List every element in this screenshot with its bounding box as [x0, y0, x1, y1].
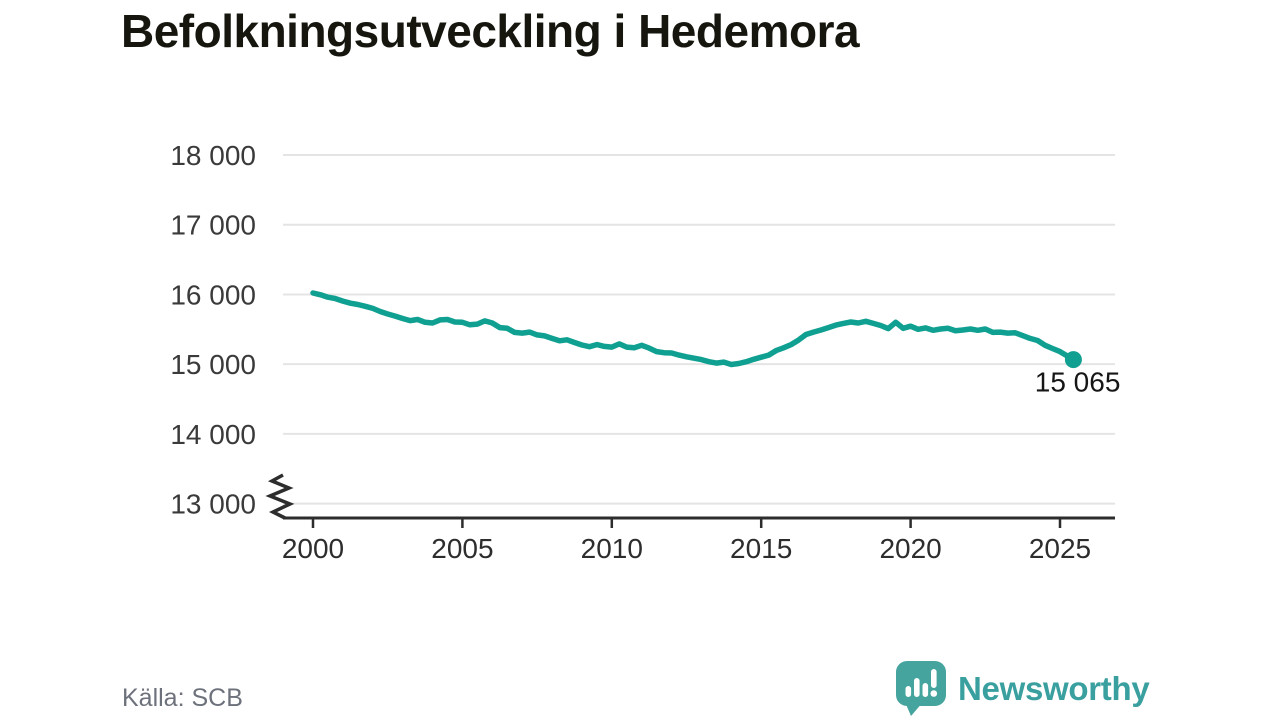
y-axis-label: 15 000 — [170, 349, 256, 380]
x-axis-label: 2020 — [879, 533, 941, 564]
x-axis-label: 2010 — [581, 533, 643, 564]
x-axis-label: 2015 — [730, 533, 792, 564]
y-axis-label: 14 000 — [170, 419, 256, 450]
latest-point-marker — [1064, 351, 1082, 369]
y-axis-label: 13 000 — [170, 489, 256, 520]
newsworthy-logo: Newsworthy — [895, 660, 1150, 717]
x-axis-label: 2000 — [282, 533, 344, 564]
brand-name: Newsworthy — [958, 669, 1150, 707]
newsworthy-icon — [896, 661, 946, 716]
y-axis-label: 18 000 — [170, 140, 256, 171]
population-line — [310, 290, 1077, 368]
axis-break-icon — [265, 473, 295, 520]
chart-title: Befolkningsutveckling i Hedemora — [121, 5, 860, 57]
x-axis-ticks: 2000 2005 2010 2015 2020 2025 — [282, 518, 1091, 564]
gridlines: 18 000 17 000 16 000 15 000 14 000 13 000 — [170, 140, 1115, 520]
x-axis-label: 2005 — [431, 533, 493, 564]
y-axis-label: 17 000 — [170, 210, 256, 241]
y-axis-label: 16 000 — [170, 279, 256, 310]
latest-value-label: 15 065 — [1035, 367, 1121, 398]
source-note: Källa: SCB — [122, 684, 243, 712]
x-axis-label: 2025 — [1029, 533, 1091, 564]
